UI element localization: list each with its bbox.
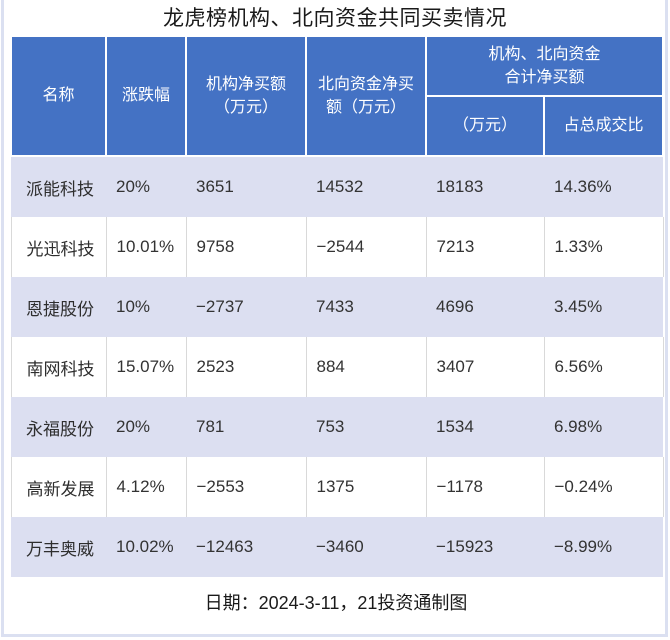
header-combined-ratio: 占总成交比 <box>542 95 665 157</box>
table-row: 恩捷股份 10% −2737 7433 4696 3.45% <box>11 277 664 337</box>
table-row: 光迅科技 10.01% 9758 −2544 7213 1.33% <box>10 217 664 277</box>
table-row: 高新发展 4.12% −2553 1375 −1178 −0.24% <box>10 457 664 517</box>
footer-caption: 日期：2024-3-11，21投资通制图 <box>10 577 662 630</box>
header-combined-wan: （万元） <box>425 95 545 157</box>
cell-name: 万丰奥威 <box>11 517 106 577</box>
cell-inst: 781 <box>186 397 306 457</box>
cell-total: 7213 <box>425 217 545 277</box>
cell-change: 4.12% <box>105 457 187 517</box>
table-row: 永福股份 20% 781 753 1534 6.98% <box>11 397 664 457</box>
cell-inst: 9758 <box>185 217 307 277</box>
cell-inst: 3651 <box>186 156 306 217</box>
header-inst-net-buy: 机构净买额 （万元） <box>185 35 307 157</box>
cell-name: 永福股份 <box>11 397 106 457</box>
cell-change: 10.01% <box>105 217 187 277</box>
cell-ratio: 3.45% <box>544 277 664 337</box>
cell-total: −15923 <box>426 517 544 577</box>
cell-ratio: 14.36% <box>544 156 664 217</box>
table-row: 南网科技 15.07% 2523 884 3407 6.56% <box>10 337 664 397</box>
cell-name: 派能科技 <box>11 156 106 217</box>
cell-change: 10% <box>106 277 186 337</box>
cell-total: −1178 <box>425 457 545 517</box>
cell-total: 4696 <box>426 277 544 337</box>
cell-inst: 2523 <box>185 337 307 397</box>
cell-north: 1375 <box>305 457 427 517</box>
cell-ratio: −8.99% <box>544 517 664 577</box>
header-inst-line2: （万元） <box>213 99 278 116</box>
cell-ratio: 1.33% <box>543 217 664 277</box>
cell-name: 光迅科技 <box>10 217 107 277</box>
header-combined-line2: 合计净买额 <box>504 69 585 86</box>
cell-north: −2544 <box>305 217 427 277</box>
cell-change: 15.07% <box>105 337 187 397</box>
cell-ratio: 6.56% <box>543 337 664 397</box>
header-north-net-buy: 北向资金净买 额（万元） <box>305 35 427 157</box>
cell-change: 10.02% <box>106 517 186 577</box>
header-name: 名称 <box>10 35 107 157</box>
cell-inst: −2553 <box>185 457 307 517</box>
cell-inst: −12463 <box>186 517 306 577</box>
table-row: 派能科技 20% 3651 14532 18183 14.36% <box>11 156 664 217</box>
cell-north: −3460 <box>306 517 426 577</box>
cell-ratio: −0.24% <box>543 457 664 517</box>
data-table: 名称 涨跌幅 机构净买额 （万元） 北向资金净买 额（万元） 机构、北向资金 合… <box>10 35 665 577</box>
cell-inst: −2737 <box>186 277 306 337</box>
table-row: 万丰奥威 10.02% −12463 −3460 −15923 −8.99% <box>11 517 664 577</box>
cell-north: 7433 <box>306 277 426 337</box>
cell-total: 1534 <box>426 397 544 457</box>
header-north-line1: 北向资金净买 <box>317 75 414 93</box>
header-combined-net-buy: 机构、北向资金 合计净买额 <box>424 35 665 97</box>
cell-total: 18183 <box>426 156 544 217</box>
cell-change: 20% <box>106 397 186 457</box>
cell-name: 恩捷股份 <box>11 277 106 337</box>
header-change: 涨跌幅 <box>105 35 187 157</box>
cell-name: 高新发展 <box>10 457 107 517</box>
cell-north: 14532 <box>306 156 426 217</box>
table-header: 名称 涨跌幅 机构净买额 （万元） 北向资金净买 额（万元） 机构、北向资金 合… <box>10 35 665 157</box>
cell-total: 3407 <box>425 337 545 397</box>
page-title: 龙虎榜机构、北向资金共同买卖情况 <box>163 7 507 30</box>
cell-change: 20% <box>106 156 186 217</box>
header-inst-line1: 机构净买额 <box>205 75 286 93</box>
header-north-line2: 额（万元） <box>325 99 406 116</box>
header-combined-line1: 机构、北向资金 <box>488 45 601 63</box>
cell-north: 884 <box>305 337 427 397</box>
cell-north: 753 <box>306 397 426 457</box>
cell-name: 南网科技 <box>10 337 107 397</box>
cell-ratio: 6.98% <box>544 397 664 457</box>
